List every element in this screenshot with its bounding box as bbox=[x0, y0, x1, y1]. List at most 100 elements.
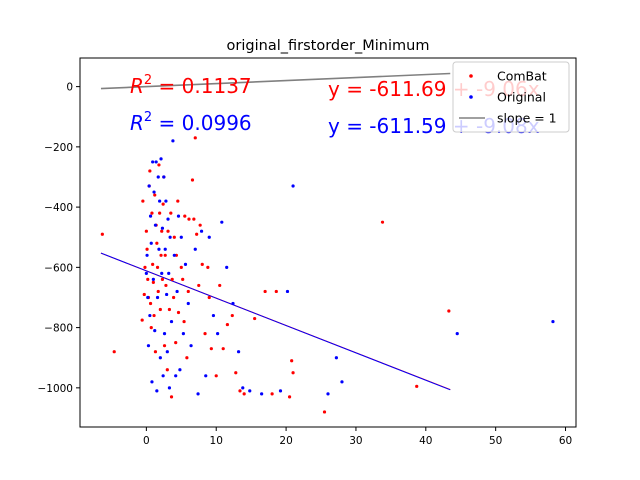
original-point bbox=[154, 160, 158, 164]
combat-point bbox=[141, 199, 145, 203]
combat-point bbox=[159, 253, 163, 257]
legend: ComBat Original slope = 1 bbox=[452, 61, 570, 133]
combat-point bbox=[190, 178, 195, 182]
original-point bbox=[291, 184, 295, 188]
legend-box bbox=[452, 61, 570, 133]
original-r2-annotation: R2 = 0.0996 bbox=[130, 110, 252, 135]
combat-point bbox=[170, 277, 174, 281]
combat-point bbox=[144, 229, 148, 233]
original-point bbox=[326, 392, 330, 396]
x-axis: 0 10 20 30 40 50 60 bbox=[143, 427, 572, 447]
original-point bbox=[179, 235, 183, 239]
combat-point bbox=[166, 229, 170, 233]
x-tick-label: 10 bbox=[210, 435, 223, 447]
original-point bbox=[168, 235, 172, 239]
combat-point bbox=[221, 347, 225, 351]
original-point bbox=[236, 350, 241, 354]
x-tick-label: 50 bbox=[489, 435, 502, 447]
x-tick-label: 0 bbox=[143, 435, 150, 447]
x-tick-label: 20 bbox=[279, 435, 292, 447]
original-point bbox=[220, 220, 224, 224]
combat-point bbox=[322, 410, 327, 414]
original-point bbox=[231, 301, 235, 306]
original-point bbox=[189, 344, 193, 348]
combat-point bbox=[151, 262, 155, 266]
combat-point bbox=[169, 211, 173, 215]
original-point bbox=[211, 313, 216, 318]
original-point bbox=[225, 265, 229, 269]
combat-point bbox=[187, 217, 191, 221]
combat-point bbox=[185, 356, 189, 360]
original-point bbox=[248, 389, 252, 393]
combat-point bbox=[158, 307, 162, 312]
combat-point bbox=[242, 392, 246, 396]
original-point bbox=[155, 295, 160, 300]
original-point bbox=[152, 190, 156, 194]
original-point bbox=[146, 344, 151, 348]
original-point bbox=[166, 217, 170, 221]
combat-point bbox=[290, 359, 294, 363]
combat-point bbox=[145, 247, 149, 251]
legend-label: slope = 1 bbox=[497, 111, 557, 126]
combat-point bbox=[209, 347, 213, 351]
combat-point bbox=[206, 265, 210, 269]
combat-point bbox=[164, 283, 168, 288]
original-point bbox=[145, 253, 149, 257]
original-point bbox=[162, 175, 166, 179]
original-point bbox=[159, 157, 163, 161]
combat-point bbox=[163, 253, 167, 257]
combat-point bbox=[415, 384, 419, 388]
original-point bbox=[167, 386, 172, 390]
combat-point bbox=[287, 395, 292, 399]
original-point bbox=[165, 292, 169, 297]
original-point bbox=[151, 160, 155, 164]
original-point bbox=[181, 332, 185, 336]
original-point bbox=[148, 214, 153, 218]
combat-point bbox=[447, 309, 451, 313]
original-point bbox=[148, 313, 152, 318]
combat-point bbox=[197, 283, 201, 288]
original-point bbox=[169, 319, 174, 324]
x-tick-label: 30 bbox=[349, 435, 362, 447]
y-tick-label: 0 bbox=[66, 82, 73, 94]
y-tick-label: −800 bbox=[44, 323, 73, 335]
combat-point bbox=[214, 374, 218, 378]
original-point bbox=[196, 392, 200, 396]
original-point bbox=[260, 392, 264, 396]
original-point bbox=[162, 332, 167, 336]
combat-point bbox=[207, 295, 211, 300]
combat-point bbox=[155, 241, 159, 245]
original-point bbox=[186, 301, 190, 306]
original-point bbox=[334, 356, 338, 360]
combat-point bbox=[186, 289, 190, 294]
original-point bbox=[153, 223, 158, 227]
combat-point bbox=[203, 332, 207, 336]
slope-one-reference-line bbox=[100, 72, 451, 90]
original-point bbox=[161, 374, 165, 378]
original-point bbox=[176, 214, 181, 218]
combat-point bbox=[192, 217, 196, 221]
combat-point bbox=[172, 295, 176, 300]
combat-point bbox=[174, 341, 178, 345]
original-point bbox=[199, 229, 204, 233]
combat-point bbox=[200, 262, 204, 266]
combat-point bbox=[152, 313, 156, 318]
combat-point bbox=[158, 211, 162, 215]
combat-point bbox=[143, 265, 147, 269]
original-point bbox=[153, 329, 157, 333]
original-point bbox=[207, 235, 211, 239]
plot-area bbox=[79, 57, 577, 428]
x-tick-label: 60 bbox=[559, 435, 572, 447]
combat-point bbox=[156, 289, 160, 294]
original-point bbox=[158, 199, 162, 203]
reference-line-layer bbox=[100, 72, 451, 90]
original-point bbox=[193, 247, 197, 251]
original-point bbox=[167, 271, 171, 275]
y-axis: 0 −200 −400 −600 −800 −1000 bbox=[37, 82, 80, 395]
combat-point bbox=[146, 277, 150, 281]
combat-point bbox=[151, 280, 155, 285]
combat-point bbox=[140, 318, 144, 322]
y-tick-label: −400 bbox=[44, 202, 73, 214]
r-symbol: R bbox=[130, 74, 144, 98]
